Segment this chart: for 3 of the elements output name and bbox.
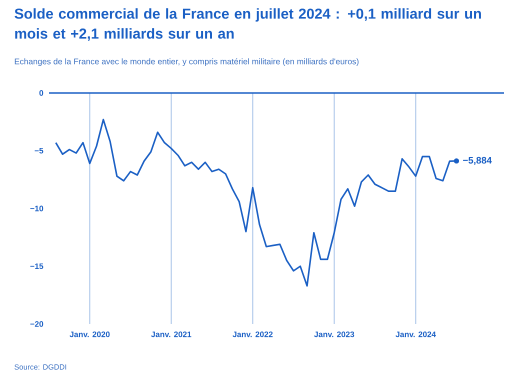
chart-subtitle: Echanges de la France avec le monde entier, y compris matériel militaire (en milliards d'euros)	[14, 58, 359, 66]
annotation: −5,884	[463, 156, 492, 165]
chart-title: Solde commercial de la France en juillet 2024 : +0,1 milliard sur un mois et +2,1 milliards sur un an	[14, 8, 481, 41]
